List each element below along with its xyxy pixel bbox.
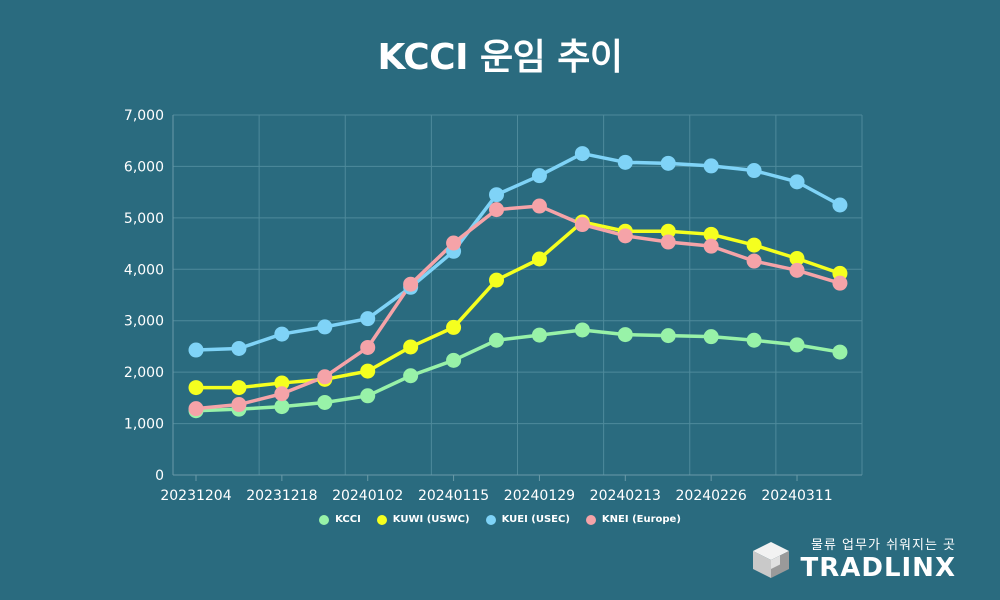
- data-point-0-10: [617, 327, 633, 343]
- series-line-2: [195, 151, 841, 352]
- data-point-1-12: [703, 226, 719, 242]
- data-point-0-8: [531, 327, 547, 343]
- data-point-0-5: [403, 368, 419, 384]
- legend-label: KUEI (USEC): [501, 514, 570, 525]
- data-point-3-7: [489, 202, 505, 218]
- data-point-3-9: [574, 217, 590, 233]
- brand-tagline: 물류 업무가 쉬워지는 곳: [811, 538, 956, 553]
- data-point-3-15: [832, 275, 848, 291]
- data-point-1-1: [231, 380, 247, 396]
- data-point-2-3: [317, 319, 333, 335]
- data-point-2-7: [489, 187, 505, 203]
- y-tick-label: 6,000: [124, 159, 164, 175]
- legend-item[interactable]: KUEI (USEC): [485, 514, 570, 525]
- legend-item[interactable]: KUWI (USWC): [376, 514, 470, 525]
- data-point-1-11: [660, 223, 676, 239]
- data-point-3-6: [446, 235, 462, 251]
- data-point-2-11: [660, 155, 676, 171]
- data-point-0-3: [317, 394, 333, 410]
- data-point-2-12: [703, 158, 719, 174]
- data-point-1-6: [446, 319, 462, 335]
- data-point-1-13: [746, 237, 762, 253]
- data-point-2-8: [531, 168, 547, 184]
- brand-logo: 물류 업무가 쉬워지는 곳 TRADLINX: [750, 534, 956, 581]
- data-point-2-4: [360, 311, 376, 327]
- cube-logo-icon: [753, 542, 790, 578]
- data-point-2-9: [574, 146, 590, 162]
- data-point-3-4: [360, 339, 376, 355]
- data-point-3-14: [789, 262, 805, 278]
- data-point-0-12: [703, 329, 719, 345]
- data-point-2-2: [274, 326, 290, 342]
- x-tick-label: 20240213: [590, 488, 661, 504]
- legend-label: KNEI (Europe): [601, 514, 681, 525]
- brand-name: TRADLINX: [800, 553, 956, 583]
- x-tick-label: 20231204: [160, 488, 231, 504]
- data-point-2-10: [617, 154, 633, 170]
- legend-label: KUWI (USWC): [392, 514, 470, 525]
- data-point-0-13: [746, 332, 762, 348]
- data-point-1-2: [274, 375, 290, 391]
- x-tick-label: 20240311: [761, 488, 832, 504]
- data-point-3-10: [617, 228, 633, 244]
- data-point-3-8: [531, 198, 547, 214]
- data-point-0-2: [274, 399, 290, 415]
- legend-marker-icon: [319, 514, 330, 525]
- y-tick-label: 7,000: [124, 108, 164, 124]
- data-point-3-2: [274, 386, 290, 402]
- data-point-0-15: [832, 344, 848, 360]
- data-point-0-14: [789, 337, 805, 353]
- data-point-1-7: [489, 272, 505, 288]
- data-point-0-4: [360, 388, 376, 404]
- x-tick-label: 20240226: [676, 488, 747, 504]
- legend-marker-icon: [376, 514, 387, 525]
- y-tick-label: 0: [155, 468, 164, 484]
- data-point-3-3: [317, 369, 333, 385]
- data-point-3-5: [403, 276, 419, 292]
- data-point-2-14: [789, 174, 805, 190]
- y-tick-label: 3,000: [124, 314, 164, 330]
- data-point-0-7: [489, 332, 505, 348]
- y-tick-label: 4,000: [124, 262, 164, 278]
- series-line-1: [196, 220, 841, 390]
- legend-label: KCCI: [335, 514, 361, 525]
- x-tick-label: 20231218: [246, 488, 317, 504]
- data-point-1-0: [188, 380, 204, 396]
- data-point-1-4: [360, 363, 376, 379]
- x-tick-label: 20240129: [504, 488, 575, 504]
- chart-title: KCCI 운임 추이: [377, 37, 623, 78]
- data-point-0-6: [446, 352, 462, 368]
- y-tick-label: 1,000: [124, 417, 164, 433]
- data-point-3-0: [188, 401, 204, 417]
- data-point-1-5: [403, 339, 419, 355]
- x-tick-label: 20240115: [418, 488, 489, 504]
- data-point-2-15: [832, 197, 848, 213]
- data-point-3-12: [703, 238, 719, 254]
- legend-item[interactable]: KNEI (Europe): [585, 514, 681, 525]
- legend-marker-icon: [585, 514, 596, 525]
- legend-item[interactable]: KCCI: [319, 514, 361, 525]
- data-point-2-0: [188, 342, 204, 358]
- data-point-3-11: [660, 234, 676, 250]
- x-tick-label: 20240102: [332, 488, 403, 504]
- data-point-0-9: [574, 322, 590, 338]
- chart-legend: KCCI KUWI (USWC) KUEI (USEC) KNEI (Europe): [0, 514, 1000, 525]
- data-point-3-13: [746, 253, 762, 269]
- data-point-3-1: [231, 397, 247, 413]
- series-line-0: [195, 328, 841, 413]
- series-line-3: [195, 204, 841, 411]
- y-tick-label: 5,000: [124, 211, 164, 227]
- data-point-1-14: [789, 250, 805, 266]
- legend-marker-icon: [485, 514, 496, 525]
- data-point-1-8: [531, 251, 547, 267]
- data-point-2-1: [231, 340, 247, 356]
- y-tick-label: 2,000: [124, 365, 164, 381]
- data-point-2-13: [746, 163, 762, 179]
- data-point-0-11: [660, 328, 676, 344]
